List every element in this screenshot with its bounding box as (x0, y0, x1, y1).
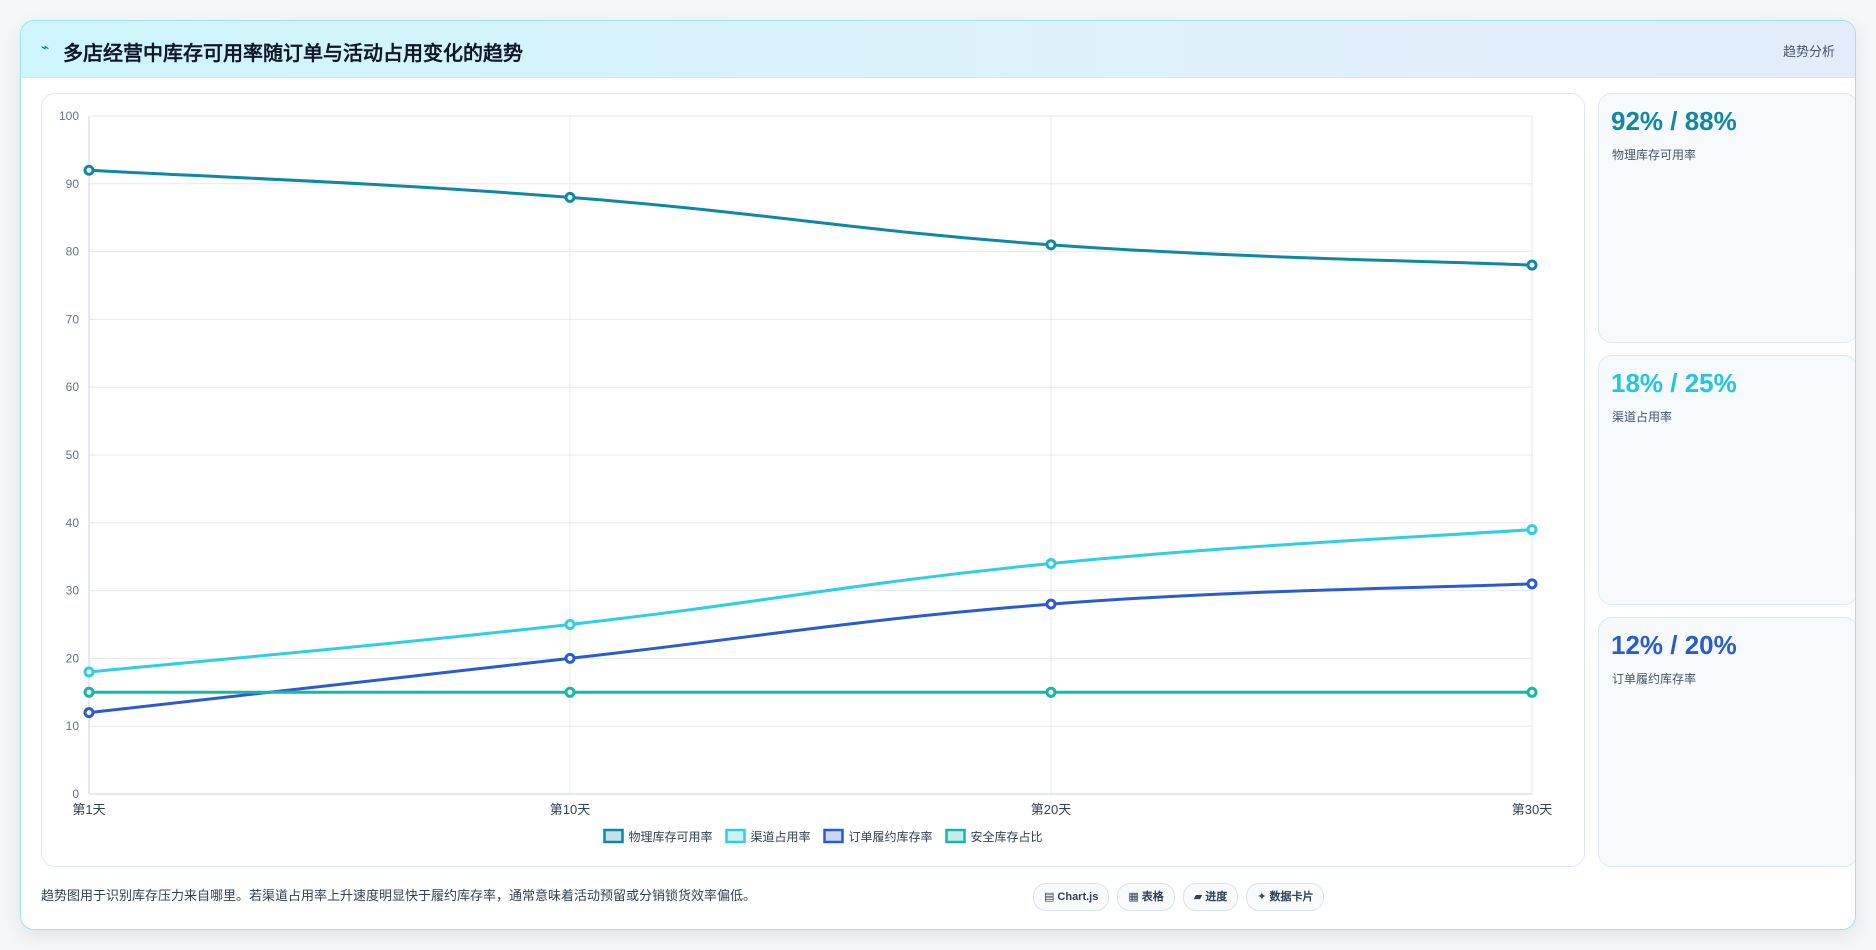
y-tick-label: 0 (72, 787, 79, 801)
y-tick-label: 50 (66, 448, 80, 462)
data-point (1045, 598, 1057, 610)
y-tick-label: 80 (66, 245, 80, 259)
series-line-0 (88, 168, 1533, 267)
stat-card-channel: 18% / 25% 渠道占用率 (1598, 355, 1855, 605)
x-tick-label: 第10天 (550, 802, 590, 817)
data-point (1526, 578, 1538, 590)
progress-icon: ▰ (1193, 891, 1203, 903)
data-point (564, 652, 576, 664)
chip-progress[interactable]: ▰ 进度 (1182, 883, 1239, 911)
page-title: 多店经营中库存可用率随订单与活动占用变化的趋势 (63, 43, 523, 65)
data-point (564, 191, 576, 203)
chip-label: 表格 (1141, 891, 1164, 903)
stat-value: 92% / 88% (1611, 106, 1737, 136)
y-tick-label: 70 (66, 312, 80, 326)
legend-swatch (725, 828, 746, 844)
data-point (564, 619, 576, 630)
table-icon: ▦ (1128, 891, 1139, 903)
y-tick-label: 90 (66, 177, 80, 191)
legend-swatch (603, 828, 624, 844)
stat-label: 渠道占用率 (1612, 410, 1673, 424)
y-tick-label: 10 (66, 719, 80, 733)
x-tick-label: 第20天 (1031, 802, 1071, 817)
data-point (83, 686, 95, 698)
chip-data-card[interactable]: ✦ 数据卡片 (1246, 883, 1325, 911)
y-tick-label: 100 (59, 109, 79, 123)
data-point (1045, 239, 1057, 251)
card-icon: ✦ (1257, 891, 1267, 903)
x-tick-label: 第30天 (1512, 802, 1552, 817)
stat-value: 18% / 25% (1611, 368, 1737, 398)
data-point (83, 666, 95, 678)
view-toggle-chips: ▤ Chart.js ▦ 表格 ▰ 进度 ✦ 数据卡片 (1033, 883, 1325, 911)
legend-label: 订单履约库存率 (849, 829, 933, 844)
stat-label: 订单履约库存率 (1612, 672, 1697, 686)
data-point (1526, 686, 1538, 698)
data-point (83, 707, 95, 719)
legend-label: 安全库存占比 (971, 829, 1043, 844)
data-point (1526, 524, 1538, 536)
data-point (1045, 557, 1057, 569)
x-tick-label: 第1天 (72, 802, 105, 817)
chart-panel: 0 10 20 30 40 50 60 70 80 90 100 第1天 第10天 第20天 第30天物理库… (41, 93, 1585, 867)
data-point (1526, 259, 1538, 271)
stat-card-physical: 92% / 88% 物理库存可用率 (1598, 93, 1855, 343)
stat-card-fulfillment: 12% / 20% 订单履约库存率 (1598, 617, 1855, 867)
data-point (1045, 686, 1057, 698)
legend-swatch (945, 828, 966, 844)
series-line-2 (88, 582, 1533, 715)
legend-label: 物理库存可用率 (629, 829, 713, 844)
chip-table[interactable]: ▦ 表格 (1117, 883, 1175, 911)
series-line-1 (88, 528, 1533, 674)
trend-icon: ⌁ (41, 39, 50, 55)
chip-chartjs[interactable]: ▤ Chart.js (1033, 883, 1110, 911)
footer-note: 趋势图用于识别库存压力来自哪里。若渠道占用率上升速度明显快于履约库存率，通常意味… (41, 888, 757, 903)
chart-icon: ▤ (1044, 891, 1055, 903)
legend-label: 渠道占用率 (751, 829, 811, 844)
line-chart: 0 10 20 30 40 50 60 70 80 90 100 第1天 第10天 第20天 第30天物理库… (59, 109, 1552, 844)
chip-label: 进度 (1205, 891, 1228, 903)
chip-label: Chart.js (1057, 891, 1099, 903)
dashboard-frame: ⌁ 多店经营中库存可用率随订单与活动占用变化的趋势 趋势分析 0 10 20 30 40… (20, 20, 1856, 930)
chip-label: 数据卡片 (1269, 891, 1314, 903)
legend-swatch (823, 828, 844, 844)
stat-value: 12% / 20% (1611, 630, 1737, 660)
y-tick-label: 60 (66, 380, 80, 394)
y-tick-label: 20 (66, 651, 80, 665)
data-point (83, 164, 95, 176)
header-bar: ⌁ 多店经营中库存可用率随订单与活动占用变化的趋势 趋势分析 (21, 21, 1855, 78)
data-point (564, 686, 576, 698)
y-tick-label: 30 (66, 584, 80, 598)
trend-analysis-link[interactable]: 趋势分析 (1782, 44, 1835, 59)
y-tick-label: 40 (66, 516, 80, 530)
stat-label: 物理库存可用率 (1612, 148, 1697, 162)
